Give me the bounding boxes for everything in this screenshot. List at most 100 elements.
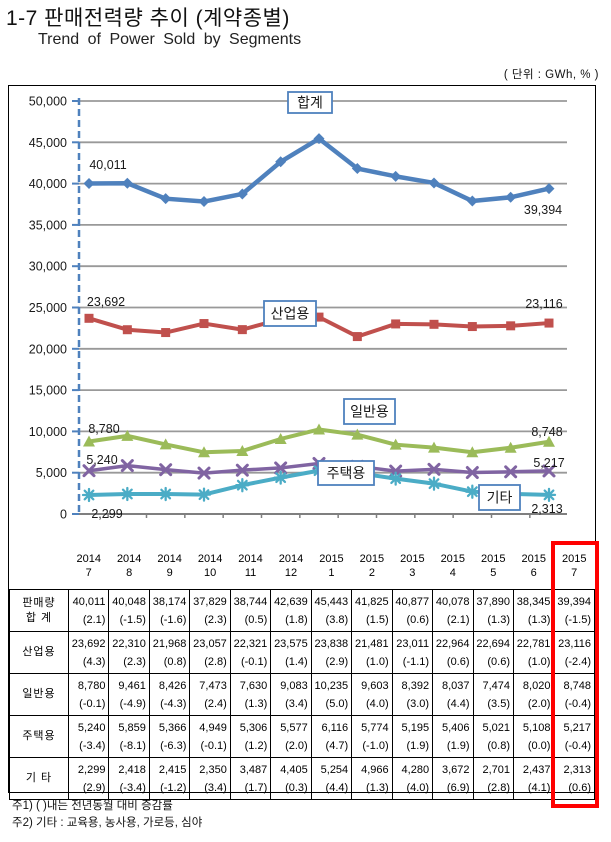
data-table-wrap: 2014 7 2014 8 2014 9 2014 10 2014 11 2014 12 2015 1 20… [9,543,595,800]
table-cell: 5,108 (0.0) [512,715,555,758]
table-cell: 2,299 (2.9) [67,757,110,800]
data-label-industrial-last: 23,116 [525,297,562,311]
table-cell: 9,603 (4.0) [351,673,393,716]
table-cell: 8,020 (2.0) [512,673,555,716]
data-label-total-last: 39,394 [524,203,562,217]
series-label-box-residential: 주택용 [317,460,375,486]
table-cell: 5,217 (-0.4) [553,715,595,758]
data-label-other-last: 2,313 [531,502,562,516]
svg-text:20,000: 20,000 [29,342,67,356]
table-cell: 45,443 (3.8) [310,589,353,632]
series-general [83,423,555,458]
svg-text:기타: 기타 [487,490,513,506]
header-row: 2014 7 2014 8 2014 9 2014 10 2014 11 2014 12 2015 1 20… [9,543,595,590]
svg-text:5,000: 5,000 [36,466,67,480]
table-cell: 21,481 (1.0) [351,631,393,674]
table-cell: 41,825 (1.5) [351,589,393,632]
table-row: 주택용 5,240 (-3.4) 5,859 (-8.1) 5,366 (-6.3) 4,94… [9,715,595,758]
svg-text:25,000: 25,000 [29,301,67,315]
table-cell: 10,235 (5.0) [310,673,353,716]
data-label-general-first: 8,780 [88,422,119,436]
table-cell: 5,240 (-3.4) [67,715,110,758]
col-header: 2014 9 [149,543,190,590]
footnotes: 주1) ( )내는 전년동월 대비 증감률 주2) 기타 : 교육용, 농사용,… [12,798,202,832]
table-cell: 22,781 (1.0) [512,631,555,674]
table-cell: 4,949 (-0.1) [189,715,231,758]
data-label-residential-last: 5,217 [533,456,564,470]
table-row: 일반용 8,780 (-0.1) 9,461 (-4.9) 8,426 (-4.3) 7,47… [9,673,595,716]
table-cell: 5,254 (4.4) [310,757,353,800]
series-label-box-general: 일반용 [343,398,396,425]
col-header: 2014 12 [270,543,312,590]
row-label: 판매량 합 계 [9,589,69,632]
svg-text:일반용: 일반용 [350,404,389,420]
data-label-total-first: 40,011 [89,158,126,172]
table-cell: 23,575 (1.4) [270,631,312,674]
col-header: 2014 7 [68,543,109,590]
col-header: 2015 4 [432,543,474,590]
table-cell: 2,437 (4.1) [512,757,555,800]
footnote-1: 주1) ( )내는 전년동월 대비 증감률 [12,800,173,812]
table-cell: 22,321 (-0.1) [229,631,272,674]
table-row: 산업용 23,692 (4.3) 22,310 (2.3) 21,968 (0.8) 23,0… [9,631,595,674]
grid-lines [79,100,567,474]
table-cell: 37,829 (2.3) [189,589,231,632]
svg-text:15,000: 15,000 [29,384,67,398]
table-cell: 38,744 (0.5) [229,589,272,632]
page-subtitle: Trend of Power Sold by Segments [38,31,302,48]
y-axis-labels: 0 5,000 10,000 15,000 20,000 25,000 30,000 35,0… [29,95,67,522]
table-cell: 5,859 (-8.1) [108,715,150,758]
data-label-industrial-first: 23,692 [87,295,125,309]
table-cell: 3,672 (6.9) [432,757,474,800]
table-cell: 22,310 (2.3) [108,631,150,674]
table-cell: 5,021 (0.8) [472,715,514,758]
table-cell: 2,415 (-1.2) [148,757,191,800]
col-header: 2014 10 [189,543,231,590]
table-cell: 9,083 (3.4) [270,673,312,716]
col-header: 2014 11 [230,543,271,590]
footnote-2: 주2) 기타 : 교육용, 농사용, 가로등, 심야 [12,817,203,829]
svg-text:40,000: 40,000 [29,177,67,191]
series-label-box-industrial: 산업용 [263,300,317,327]
table-cell: 42,639 (1.8) [270,589,312,632]
table-cell: 5,366 (-6.3) [148,715,191,758]
col-header: 2015 3 [392,543,433,590]
table-cell: 23,057 (2.8) [189,631,231,674]
table-cell: 8,748 (-0.4) [553,673,595,716]
table-cell: 9,461 (-4.9) [108,673,150,716]
table-cell: 22,964 (0.6) [432,631,474,674]
table-row: 기 타 2,299 (2.9) 2,418 (-3.4) 2,415 (-1.2) 2,350… [9,757,595,800]
svg-text:산업용: 산업용 [271,306,310,322]
table-cell: 4,280 (4.0) [391,757,434,800]
page-title: 1-7 판매전력량 추이 (계약종별) [6,7,290,30]
table-cell: 23,838 (2.9) [310,631,353,674]
table-cell: 2,418 (-3.4) [108,757,150,800]
data-label-general-last: 8,748 [531,425,562,439]
row-label: 산업용 [9,631,69,674]
unit-label: ( 단위 : GWh, % ) [503,69,599,81]
svg-text:35,000: 35,000 [29,218,67,232]
col-header: 2015 7 [553,543,595,590]
table-cell: 4,405 (0.3) [270,757,312,800]
table-cell: 5,195 (1.9) [391,715,434,758]
svg-text:45,000: 45,000 [29,136,67,150]
table-cell: 4,966 (1.3) [351,757,393,800]
svg-text:50,000: 50,000 [29,95,67,109]
row-label: 일반용 [9,673,69,716]
col-header: 2015 1 [311,543,352,590]
table-cell: 2,701 (2.8) [472,757,514,800]
svg-text:주택용: 주택용 [327,465,366,481]
data-label-residential-first: 5,240 [86,453,117,467]
table-cell: 23,692 (4.3) [67,631,110,674]
table-cell: 7,473 (2.4) [189,673,231,716]
table-cell: 5,306 (1.2) [229,715,272,758]
line-chart: 0 5,000 10,000 15,000 20,000 25,000 30,000 35,0… [29,91,567,522]
table-cell: 7,474 (3.5) [472,673,514,716]
table-cell: 6,116 (4.7) [310,715,353,758]
table-row: 판매량 합 계 40,011 (2.1) 40,048 (-1.5) 38,174 (-1.6… [9,589,595,632]
table-cell: 38,345 (1.3) [512,589,555,632]
table-cell: 5,577 (2.0) [270,715,312,758]
svg-text:30,000: 30,000 [29,260,67,274]
data-label-other-first: 2,299 [91,507,122,521]
table-cell: 40,078 (2.1) [432,589,474,632]
